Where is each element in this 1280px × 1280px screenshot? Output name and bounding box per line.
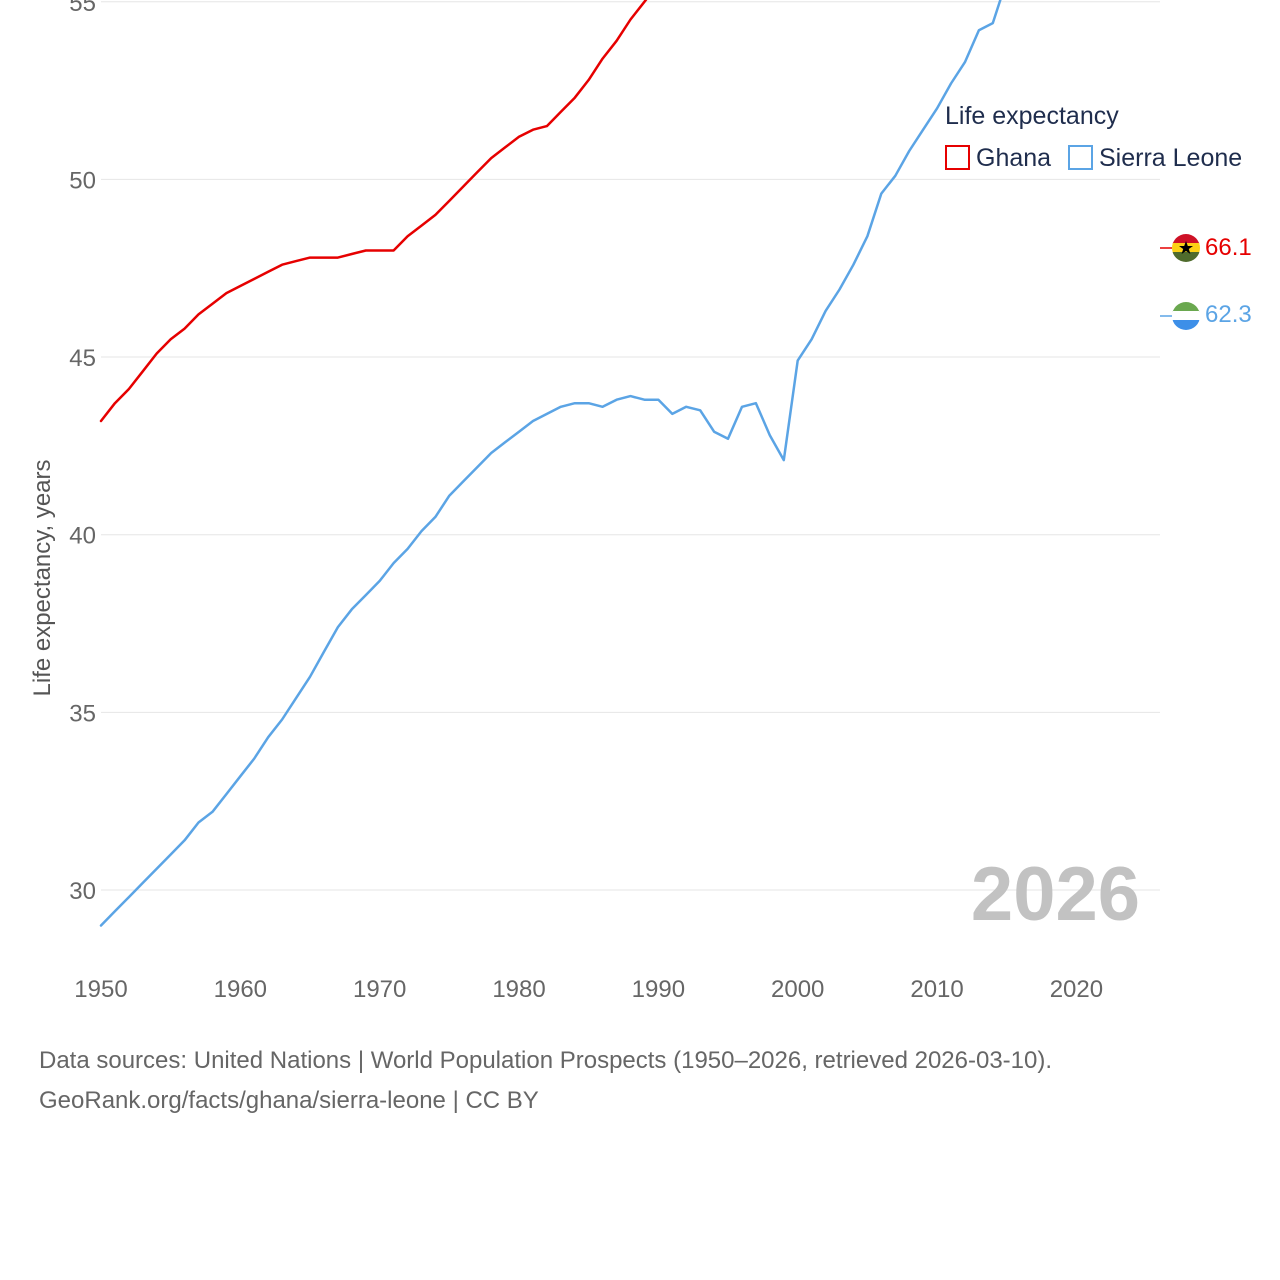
ghana-flag-icon [1172,234,1200,262]
gridlines [101,1,1160,891]
y-tick-label: 50 [69,167,96,194]
x-tick-label: 2010 [910,976,963,1003]
legend-swatch-ghana[interactable] [945,145,970,170]
year-label: 2026 [971,852,1140,937]
series-lines [99,0,1160,927]
x-tick-label: 1950 [74,976,127,1003]
x-tick-label: 2000 [771,976,824,1003]
x-tick-label: 1970 [353,976,406,1003]
series-line-sierra-leone[interactable] [99,0,1160,927]
sierra-leone-end-value: 62.3 [1205,301,1252,328]
legend-swatch-sierra-leone[interactable] [1068,145,1093,170]
y-axis-label: Life expectancy, years [29,459,56,696]
legend-label-ghana[interactable]: Ghana [976,144,1051,172]
legend: Life expectancy Ghana Sierra Leone [945,102,1242,172]
data-source-note: Data sources: United Nations | World Pop… [39,1047,1052,1074]
sierra-leone-flag-icon [1172,302,1200,330]
x-tick-label: 1960 [214,976,267,1003]
x-axis-ticks: 1950 1960 1970 1980 1990 2000 2010 2020 [74,976,1103,1003]
y-axis-ticks: 3035404550556065 [69,0,96,905]
legend-title: Life expectancy [945,102,1119,130]
y-tick-label: 40 [69,523,96,550]
y-tick-label: 35 [69,700,96,727]
legend-label-sierra-leone[interactable]: Sierra Leone [1099,144,1242,172]
y-tick-label: 45 [69,345,96,372]
x-tick-label: 2020 [1050,976,1103,1003]
attribution-link[interactable]: GeoRank.org/facts/ghana/sierra-leone | C… [39,1087,539,1114]
x-tick-label: 1980 [492,976,545,1003]
ghana-end-value: 66.1 [1205,234,1252,261]
series-line-ghana[interactable] [99,0,1160,423]
y-tick-label: 30 [69,878,96,905]
y-tick-label: 55 [69,0,96,17]
x-tick-label: 1990 [632,976,685,1003]
